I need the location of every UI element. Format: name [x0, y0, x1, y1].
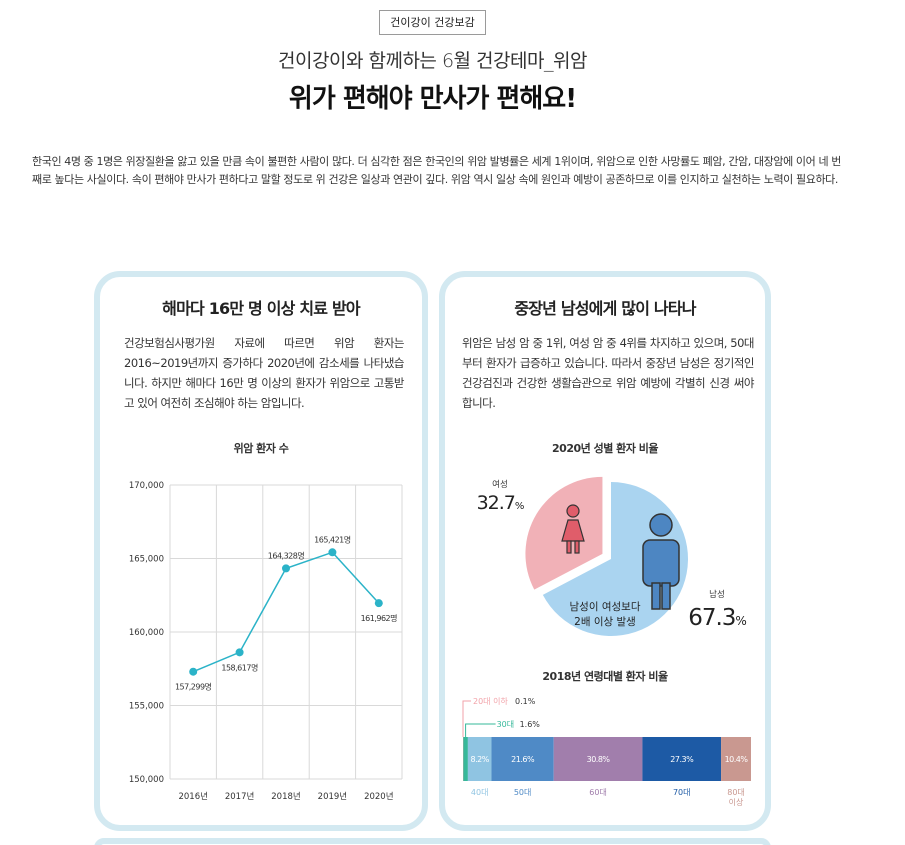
- page-subtitle: 건이강이와 함께하는 6월 건강테마_위암: [278, 50, 587, 72]
- data-label: 158,617명: [221, 662, 258, 672]
- gender-age-card: 중장년 남성에게 많이 나타나 위암은 남성 암 중 1위, 여성 암 중 4위…: [439, 271, 771, 831]
- bar-value-label: 30.8%: [587, 755, 611, 764]
- callout-line-30s: [465, 723, 496, 737]
- male-value-unit: %: [735, 614, 746, 628]
- series-badge: 건이강이 건강보감: [379, 10, 486, 35]
- data-point: [235, 648, 244, 657]
- female-label: 여성: [492, 479, 508, 490]
- female-leg: [566, 540, 572, 554]
- bar-category-label: 40대: [471, 788, 489, 797]
- x-tick-label: 2018년: [271, 791, 300, 802]
- bar-category-label: 60대: [589, 788, 607, 797]
- bar-category-label: 80대: [727, 788, 745, 797]
- bar-value-label: 21.6%: [511, 755, 535, 764]
- bar-category-label-suffix: 이상: [729, 797, 744, 807]
- female-value-unit: %: [515, 501, 524, 512]
- female-dress: [561, 519, 585, 542]
- bar-chart: 8.2% 21.6% 30.8% 27.3% 10.4% 20대 이하 0.1% 30대 1.6…: [462, 696, 751, 807]
- male-body: [642, 539, 680, 587]
- gender-age-card-text: 위암은 남성 암 중 1위, 여성 암 중 4위를 차지하고 있으며, 50대부…: [462, 336, 755, 410]
- bar-segment: [642, 737, 722, 781]
- bar-segment: [467, 737, 492, 781]
- y-tick-label: 170,000: [129, 481, 164, 491]
- male-figure-icon: [642, 513, 680, 610]
- bar-segment: [463, 737, 468, 781]
- line-chart-grid: [169, 484, 403, 780]
- bar-category-label: 50대: [514, 788, 532, 797]
- next-card-edge: [94, 838, 771, 845]
- data-point: [328, 548, 337, 557]
- female-head: [566, 504, 580, 518]
- bar-value-label: 1.6%: [520, 720, 541, 729]
- data-label: 161,962명: [361, 613, 398, 623]
- y-tick-label: 165,000: [129, 555, 164, 565]
- male-value: 67.3%: [688, 605, 746, 631]
- bar-chart-title: 2018년 연령대별 환자 비율: [542, 670, 668, 683]
- bar-value-label: 0.1%: [515, 697, 536, 706]
- bar-segment: [553, 737, 643, 781]
- bar-value-label: 8.2%: [471, 755, 490, 764]
- x-tick-label: 2019년: [318, 791, 347, 802]
- patients-card: 해마다 16만 명 이상 치료 받아 건강보험심사평가원 자료에 따르면 위암 …: [94, 271, 428, 831]
- data-point: [374, 599, 383, 608]
- pie-chart-title: 2020년 성별 환자 비율: [552, 442, 658, 455]
- page-title: 위가 편해야 만사가 편해요!: [288, 84, 577, 114]
- data-label: 164,328명: [268, 550, 305, 560]
- data-point: [282, 564, 290, 573]
- bar-segment: [491, 737, 554, 781]
- pie-annotation-line1: 남성이 여성보다: [570, 601, 641, 613]
- x-tick-label: 2016년: [178, 791, 207, 802]
- y-tick-label: 150,000: [129, 775, 164, 785]
- patients-card-title: 해마다 16만 명 이상 치료 받아: [162, 299, 360, 318]
- data-label: 157,299명: [175, 682, 212, 692]
- line-chart: 170,000 165,000 160,000 155,000 150,000 2016년…: [129, 481, 403, 802]
- male-leg: [661, 582, 671, 610]
- male-leg: [651, 582, 661, 610]
- line-chart-title: 위암 환자 수: [233, 442, 289, 455]
- patients-card-text: 건강보험심사평가원 자료에 따르면 위암 환자는 2016~2019년까지 증가…: [124, 336, 405, 410]
- y-tick-label: 155,000: [129, 702, 164, 712]
- bar-category-label: 70대: [673, 788, 691, 797]
- bar-category-label: 30대: [497, 720, 515, 729]
- y-tick-label: 160,000: [129, 628, 164, 638]
- gender-age-card-title: 중장년 남성에게 많이 나타나: [514, 299, 696, 318]
- pie-chart: 남성이 여성보다 2배 이상 발생 여성 32.7% 남성 67.3%: [477, 476, 747, 636]
- male-label: 남성: [709, 590, 725, 600]
- bar-category-label: 20대 이하: [473, 696, 508, 706]
- data-point: [189, 667, 198, 676]
- male-head: [649, 513, 673, 537]
- x-tick-label: 2017년: [225, 791, 254, 802]
- data-label: 165,421명: [314, 534, 351, 544]
- x-tick-label: 2020년: [364, 791, 393, 802]
- pie-annotation-line2: 2배 이상 발생: [574, 616, 636, 628]
- bar-value-label: 10.4%: [725, 755, 749, 764]
- callout-line-20s: [462, 700, 471, 737]
- intro-paragraph: 한국인 4명 중 1명은 위장질환을 앓고 있을 만큼 속이 불편한 사람이 많…: [32, 155, 842, 186]
- female-value: 32.7%: [477, 492, 524, 514]
- female-leg: [574, 540, 580, 554]
- bar-value-label: 27.3%: [670, 755, 694, 764]
- bar-segment: [721, 737, 751, 781]
- female-figure-icon: [561, 504, 585, 554]
